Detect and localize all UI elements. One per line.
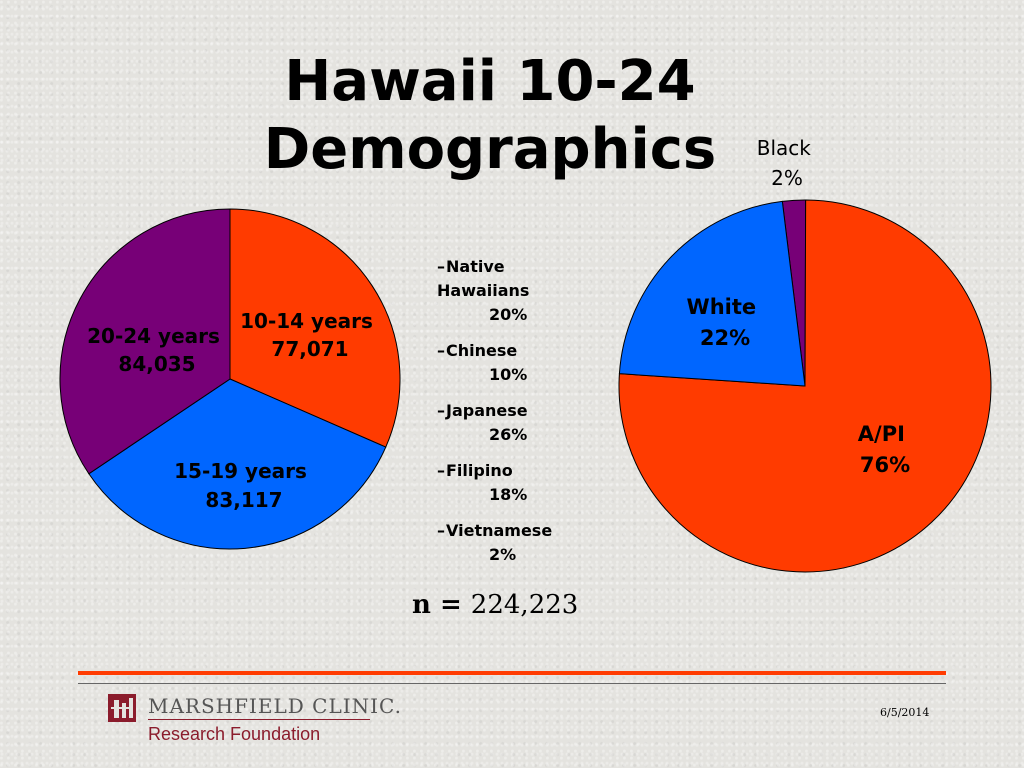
pie-label-15-19-value: 83,117 [205, 488, 282, 512]
footer-divider-red [78, 671, 946, 675]
list-dash: – [437, 521, 445, 540]
list-item-pct: 10% [489, 365, 528, 384]
svg-text:White 22%: White 22% [687, 295, 764, 350]
pie-slice-10-14-years [229, 208, 401, 448]
list-item: –Chinese 10% [437, 339, 587, 387]
list-dash: – [437, 461, 445, 480]
list-dash: – [437, 401, 445, 420]
org-subtitle: Research Foundation [148, 724, 321, 744]
list-item: –Native Hawaiians 20% [437, 255, 587, 327]
marshfield-logo-icon [108, 694, 136, 722]
footer-divider-gray [78, 683, 946, 684]
list-item: –Filipino 18% [437, 459, 587, 507]
svg-text:Black 2%: Black 2% [757, 136, 817, 190]
org-name: MARSHFIELD CLINIC. [148, 694, 403, 718]
svg-text:10-14 years 77,071: 10-14 years 77,071 [240, 309, 380, 361]
sample-size: n = 224,223 [412, 590, 578, 620]
pie-slice-white [618, 200, 806, 387]
slide-date: 6/5/2014 [880, 706, 930, 719]
pie-label-black-value: 2% [771, 166, 803, 190]
svg-text:A/PI 76%: A/PI 76% [858, 422, 912, 477]
slide-title-line1: Hawaii 10-24 [284, 49, 696, 114]
api-breakdown-list: –Native Hawaiians 20% –Chinese 10% –Japa… [437, 255, 587, 579]
org-underline [148, 719, 370, 720]
pie-slice-15-19-years [88, 378, 387, 550]
list-item-pct: 18% [489, 485, 528, 504]
list-item-pct: 2% [489, 545, 517, 564]
pie-label-white-value: 22% [700, 326, 750, 350]
pie-label-white-name: White [687, 295, 757, 319]
slide-title: Hawaii 10-24 Demographics [230, 48, 750, 184]
pie-label-10-14-value: 77,071 [271, 337, 348, 361]
list-item-name: Native Hawaiians [437, 257, 530, 300]
sample-size-value: 224,223 [470, 590, 579, 620]
pie-slice-20-24-years [59, 208, 231, 475]
pie-label-black-name: Black [757, 136, 812, 160]
pie-label-15-19-name: 15-19 years [174, 459, 307, 483]
pie-label-20-24-name: 20-24 years [87, 324, 220, 348]
svg-text:15-19 years 83,117: 15-19 years 83,117 [174, 459, 314, 512]
age-pie-chart [59, 208, 401, 550]
list-item: –Vietnamese 2% [437, 519, 587, 567]
list-item-name: Filipino [446, 461, 513, 480]
pie-label-api-value: 76% [860, 453, 910, 477]
sample-size-label: n = [412, 590, 471, 620]
list-dash: – [437, 341, 445, 360]
list-item-pct: 26% [489, 425, 528, 444]
list-item-name: Japanese [446, 401, 528, 420]
svg-text:20-24 years 84,035: 20-24 years 84,035 [87, 324, 227, 376]
list-item-name: Vietnamese [446, 521, 553, 540]
list-item-pct: 20% [489, 305, 528, 324]
list-item: –Japanese 26% [437, 399, 587, 447]
slide-title-line2: Demographics [263, 117, 717, 182]
list-dash: – [437, 257, 445, 276]
age-pie-labels: 10-14 years 77,071 15-19 years 83,117 20… [87, 309, 380, 512]
race-pie-chart [618, 199, 992, 573]
pie-label-20-24-value: 84,035 [118, 352, 195, 376]
pie-label-10-14-name: 10-14 years [240, 309, 373, 333]
race-pie-labels: Black 2% A/PI 76% White 22% [687, 136, 912, 477]
list-item-name: Chinese [446, 341, 518, 360]
pie-label-api-name: A/PI [858, 422, 905, 446]
